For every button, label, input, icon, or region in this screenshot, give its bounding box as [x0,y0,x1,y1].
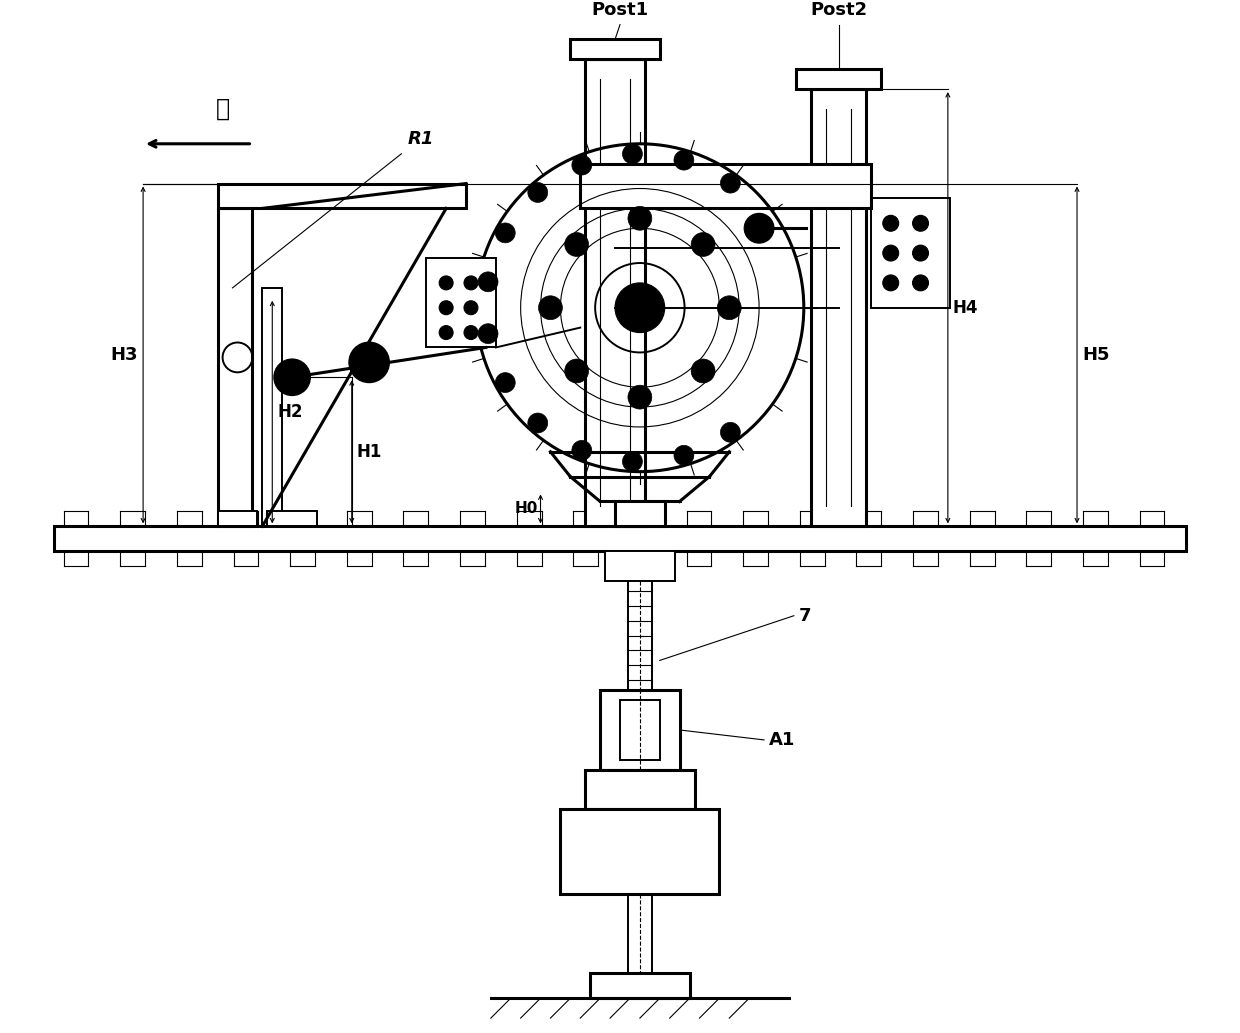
Circle shape [479,272,498,291]
Bar [560,810,719,894]
Circle shape [622,144,642,164]
Text: H4: H4 [952,299,978,317]
Bar [53,526,1187,552]
Circle shape [439,301,453,315]
Text: Post2: Post2 [810,1,867,19]
Circle shape [627,207,652,230]
Text: H2: H2 [278,403,303,421]
Bar [615,501,665,526]
Circle shape [464,325,477,340]
Circle shape [913,245,929,261]
Circle shape [564,232,589,256]
Bar [580,163,870,209]
Bar [218,511,258,526]
Circle shape [720,174,740,193]
Circle shape [675,150,694,170]
Bar [600,690,680,770]
Text: Post1: Post1 [591,1,649,19]
Text: H3: H3 [110,346,138,364]
Circle shape [528,183,548,202]
Circle shape [274,359,310,396]
Circle shape [883,275,899,291]
Text: H1: H1 [357,443,382,461]
Circle shape [572,440,591,461]
Circle shape [913,215,929,231]
Circle shape [350,343,389,382]
Text: 轧: 轧 [216,97,229,121]
Circle shape [675,445,694,465]
Circle shape [572,155,591,175]
Bar [218,184,466,209]
Text: 7: 7 [799,606,811,625]
Circle shape [439,276,453,290]
Circle shape [464,301,477,315]
Circle shape [883,245,899,261]
Circle shape [464,276,477,290]
Circle shape [883,215,899,231]
Circle shape [495,373,515,393]
Circle shape [691,232,715,256]
Text: R1: R1 [408,130,434,148]
Text: A1: A1 [769,731,795,749]
Circle shape [913,275,929,291]
Circle shape [720,422,740,442]
Circle shape [691,359,715,383]
Circle shape [744,214,774,243]
Circle shape [439,325,453,340]
Bar [620,700,660,760]
Bar [268,511,317,526]
Bar [585,770,694,810]
Circle shape [627,385,652,409]
Bar [218,209,253,526]
Circle shape [718,295,742,319]
Circle shape [564,359,589,383]
Bar [605,552,675,581]
Bar [811,89,866,526]
Bar [427,258,496,347]
Bar [585,59,645,526]
Text: H0: H0 [515,501,537,516]
Circle shape [615,283,665,333]
Bar [570,39,660,59]
Bar [263,288,283,526]
Circle shape [528,413,548,433]
Circle shape [622,451,642,471]
Circle shape [538,295,563,319]
Bar [796,69,880,89]
Circle shape [479,323,498,344]
Text: H5: H5 [1083,346,1110,364]
Bar [590,973,689,998]
Circle shape [495,223,515,243]
Bar [870,198,950,308]
